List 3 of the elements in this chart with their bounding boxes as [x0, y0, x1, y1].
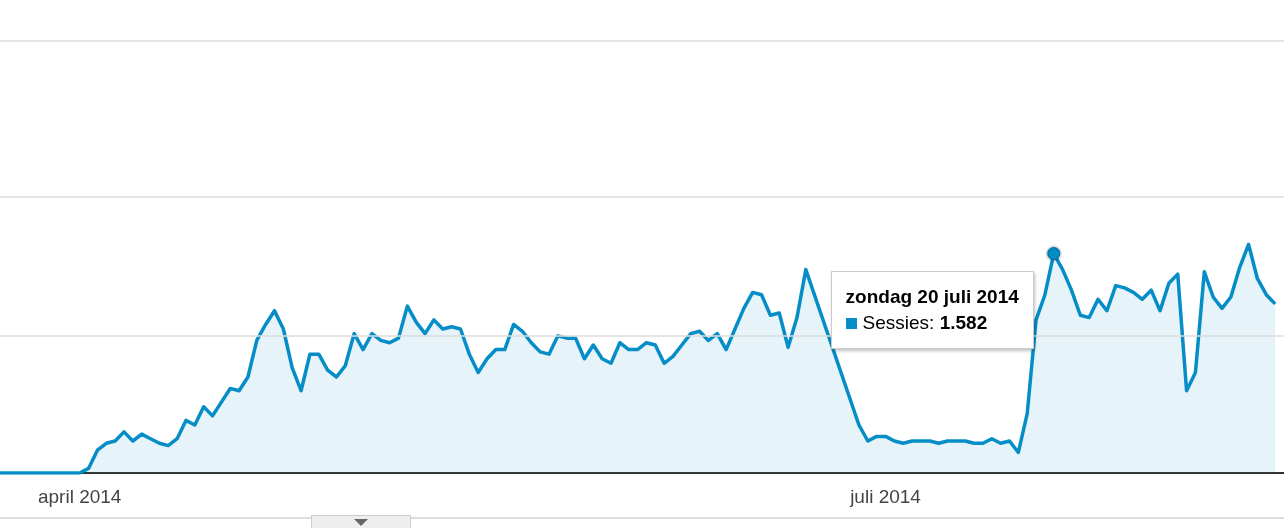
- annotation: zondag 20 juli 2014 Sessies: 1.582: [845, 284, 1019, 333]
- x-tick-label: juli 2014: [849, 486, 922, 507]
- x-tick-label: april 2014: [37, 486, 122, 507]
